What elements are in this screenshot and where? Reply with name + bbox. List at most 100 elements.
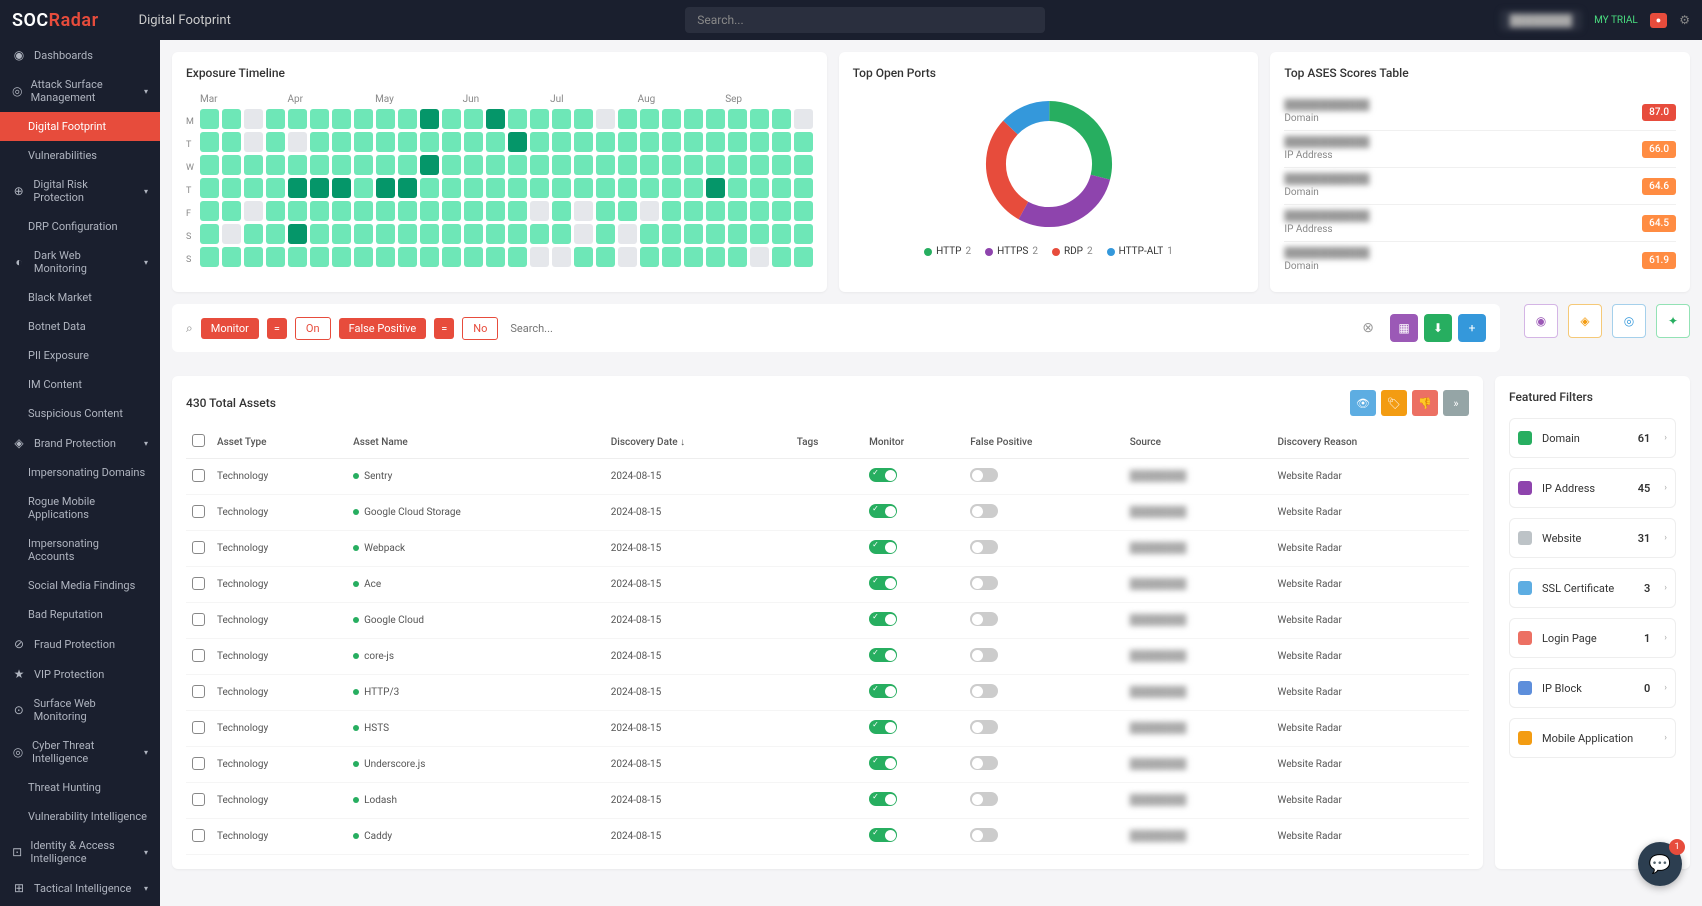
row-checkbox[interactable] bbox=[192, 721, 205, 734]
legend-item-http[interactable]: HTTP 2 bbox=[924, 246, 971, 257]
timeline-cell[interactable] bbox=[354, 224, 373, 244]
timeline-cell[interactable] bbox=[332, 224, 351, 244]
featured-filter-ip-address[interactable]: IP Address45› bbox=[1509, 468, 1676, 508]
timeline-cell[interactable] bbox=[750, 224, 769, 244]
timeline-cell[interactable] bbox=[750, 201, 769, 221]
timeline-cell[interactable] bbox=[618, 201, 637, 221]
timeline-cell[interactable] bbox=[772, 178, 791, 198]
timeline-cell[interactable] bbox=[552, 155, 571, 175]
timeline-cell[interactable] bbox=[244, 247, 263, 267]
timeline-cell[interactable] bbox=[772, 132, 791, 152]
timeline-cell[interactable] bbox=[376, 178, 395, 198]
timeline-cell[interactable] bbox=[618, 132, 637, 152]
sidebar-item-surface-web-monitoring[interactable]: ⊙Surface Web Monitoring bbox=[0, 689, 160, 731]
timeline-cell[interactable] bbox=[244, 178, 263, 198]
sidebar-item-suspicious-content[interactable]: Suspicious Content bbox=[0, 399, 160, 428]
col-tags[interactable]: Tags bbox=[791, 426, 863, 459]
monitor-toggle[interactable] bbox=[869, 468, 897, 482]
timeline-cell[interactable] bbox=[464, 155, 483, 175]
legend-item-http-alt[interactable]: HTTP-ALT 1 bbox=[1107, 246, 1173, 257]
view-btn-more[interactable]: » bbox=[1443, 390, 1469, 416]
timeline-cell[interactable] bbox=[750, 155, 769, 175]
corner-btn-4[interactable]: ✦ bbox=[1656, 304, 1690, 338]
timeline-cell[interactable] bbox=[706, 109, 725, 129]
timeline-cell[interactable] bbox=[486, 178, 505, 198]
corner-btn-1[interactable]: ◉ bbox=[1524, 304, 1558, 338]
timeline-cell[interactable] bbox=[596, 109, 615, 129]
sidebar-item-bad-reputation[interactable]: Bad Reputation bbox=[0, 600, 160, 629]
timeline-cell[interactable] bbox=[332, 247, 351, 267]
featured-filter-login-page[interactable]: Login Page1› bbox=[1509, 618, 1676, 658]
timeline-cell[interactable] bbox=[398, 132, 417, 152]
row-checkbox[interactable] bbox=[192, 829, 205, 842]
timeline-cell[interactable] bbox=[354, 178, 373, 198]
timeline-cell[interactable] bbox=[530, 224, 549, 244]
timeline-cell[interactable] bbox=[222, 224, 241, 244]
sidebar-item-brand-protection[interactable]: ◈Brand Protection▾ bbox=[0, 428, 160, 458]
timeline-cell[interactable] bbox=[222, 178, 241, 198]
row-checkbox[interactable] bbox=[192, 505, 205, 518]
view-btn-tag[interactable]: 🏷 bbox=[1381, 390, 1407, 416]
timeline-cell[interactable] bbox=[662, 178, 681, 198]
timeline-cell[interactable] bbox=[772, 155, 791, 175]
row-checkbox[interactable] bbox=[192, 469, 205, 482]
timeline-cell[interactable] bbox=[662, 247, 681, 267]
featured-filter-ip-block[interactable]: IP Block0› bbox=[1509, 668, 1676, 708]
timeline-cell[interactable] bbox=[464, 247, 483, 267]
col-discovery-date[interactable]: Discovery Date ↓ bbox=[605, 426, 791, 459]
timeline-cell[interactable] bbox=[354, 155, 373, 175]
sidebar-item-identity-&-access-intelligence[interactable]: ⊡Identity & Access Intelligence▾ bbox=[0, 831, 160, 873]
monitor-toggle[interactable] bbox=[869, 648, 897, 662]
corner-btn-3[interactable]: ◎ bbox=[1612, 304, 1646, 338]
timeline-cell[interactable] bbox=[332, 155, 351, 175]
timeline-cell[interactable] bbox=[266, 155, 285, 175]
timeline-cell[interactable] bbox=[486, 201, 505, 221]
filter-search-input[interactable] bbox=[506, 318, 1354, 339]
timeline-cell[interactable] bbox=[288, 109, 307, 129]
timeline-cell[interactable] bbox=[200, 132, 219, 152]
sidebar-item-threat-hunting[interactable]: Threat Hunting bbox=[0, 773, 160, 802]
timeline-cell[interactable] bbox=[486, 247, 505, 267]
timeline-cell[interactable] bbox=[728, 247, 747, 267]
timeline-cell[interactable] bbox=[486, 132, 505, 152]
col-monitor[interactable]: Monitor bbox=[863, 426, 964, 459]
timeline-cell[interactable] bbox=[508, 224, 527, 244]
timeline-cell[interactable] bbox=[728, 155, 747, 175]
timeline-cell[interactable] bbox=[618, 224, 637, 244]
timeline-cell[interactable] bbox=[684, 155, 703, 175]
sidebar-item-pii-exposure[interactable]: PII Exposure bbox=[0, 341, 160, 370]
timeline-cell[interactable] bbox=[376, 155, 395, 175]
timeline-cell[interactable] bbox=[200, 178, 219, 198]
timeline-cell[interactable] bbox=[310, 178, 329, 198]
timeline-cell[interactable] bbox=[310, 224, 329, 244]
timeline-cell[interactable] bbox=[794, 132, 813, 152]
export-button[interactable]: ⬇ bbox=[1424, 314, 1452, 342]
timeline-cell[interactable] bbox=[640, 201, 659, 221]
timeline-cell[interactable] bbox=[332, 178, 351, 198]
timeline-cell[interactable] bbox=[508, 247, 527, 267]
col-source[interactable]: Source bbox=[1124, 426, 1272, 459]
filter-tag-on[interactable]: On bbox=[295, 317, 331, 340]
sidebar-item-botnet-data[interactable]: Botnet Data bbox=[0, 312, 160, 341]
monitor-toggle[interactable] bbox=[869, 540, 897, 554]
timeline-cell[interactable] bbox=[420, 224, 439, 244]
timeline-cell[interactable] bbox=[398, 178, 417, 198]
timeline-cell[interactable] bbox=[640, 178, 659, 198]
timeline-cell[interactable] bbox=[530, 178, 549, 198]
timeline-cell[interactable] bbox=[574, 109, 593, 129]
timeline-cell[interactable] bbox=[442, 109, 461, 129]
monitor-toggle[interactable] bbox=[869, 612, 897, 626]
false-positive-toggle[interactable] bbox=[970, 720, 998, 734]
timeline-cell[interactable] bbox=[728, 132, 747, 152]
row-checkbox[interactable] bbox=[192, 649, 205, 662]
false-positive-toggle[interactable] bbox=[970, 612, 998, 626]
timeline-cell[interactable] bbox=[222, 201, 241, 221]
timeline-cell[interactable] bbox=[530, 132, 549, 152]
timeline-cell[interactable] bbox=[310, 201, 329, 221]
timeline-cell[interactable] bbox=[596, 178, 615, 198]
timeline-cell[interactable] bbox=[574, 178, 593, 198]
filter-tag-eq2[interactable]: = bbox=[434, 318, 454, 339]
sidebar-item-im-content[interactable]: IM Content bbox=[0, 370, 160, 399]
false-positive-toggle[interactable] bbox=[970, 648, 998, 662]
timeline-cell[interactable] bbox=[332, 201, 351, 221]
